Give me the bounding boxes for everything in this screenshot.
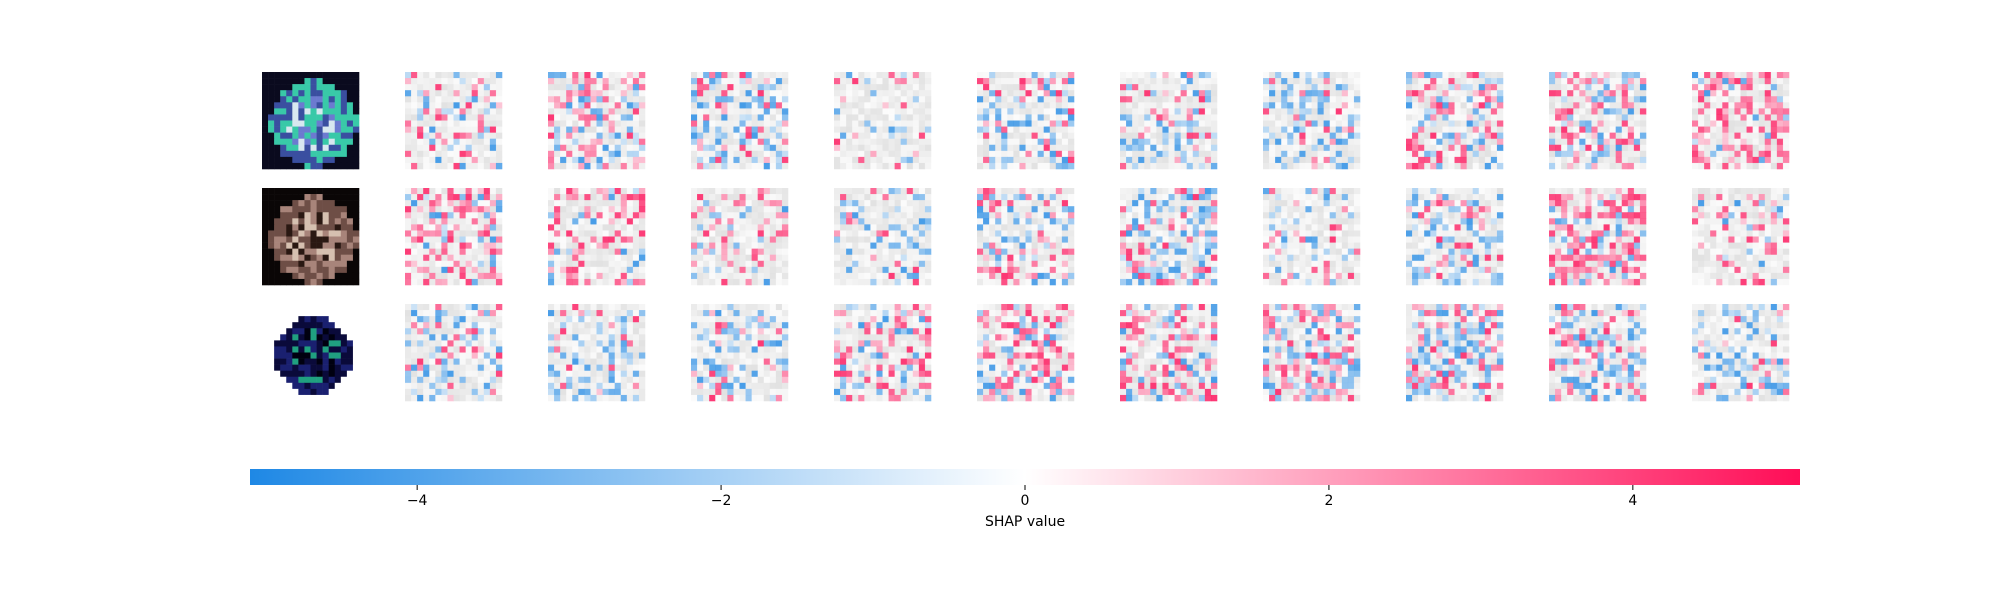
shap-panel [1120, 304, 1218, 402]
shap-panel [405, 188, 503, 286]
shap-panel [1406, 304, 1504, 402]
input-image [262, 304, 360, 402]
shap-panel [405, 304, 503, 402]
shap-panel [977, 188, 1075, 286]
colorbar-ticks: −4 −2 0 2 4 [407, 485, 1637, 509]
shap-panel [1549, 304, 1647, 402]
colorbar-tick-label: 4 [1628, 493, 1637, 509]
shap-panel [691, 188, 789, 286]
input-image [262, 188, 360, 286]
shap-panel [977, 72, 1075, 170]
shap-panel [548, 72, 646, 170]
shap-panel [691, 72, 789, 170]
colorbar-tick-label: −2 [711, 493, 732, 509]
shap-panel [1120, 188, 1218, 286]
colorbar-tick-label: 2 [1324, 493, 1333, 509]
shap-panel [834, 304, 932, 402]
shap-panel [405, 72, 503, 170]
shap-panel [1692, 304, 1790, 402]
shap-panel [1406, 72, 1504, 170]
image-grid [262, 72, 1790, 402]
shap-panel [1692, 188, 1790, 286]
shap-panel [1406, 188, 1504, 286]
colorbar: −4 −2 0 2 4 SHAP value [250, 469, 1800, 530]
shap-panel [1263, 188, 1361, 286]
shap-panel [1263, 304, 1361, 402]
colorbar-tick-label: 0 [1021, 493, 1030, 509]
colorbar-label: SHAP value [985, 514, 1065, 530]
shap-panel [1263, 72, 1361, 170]
shap-panel [834, 72, 932, 170]
shap-panel [1549, 188, 1647, 286]
input-image [262, 72, 360, 170]
shap-panel [977, 304, 1075, 402]
shap-panel [548, 188, 646, 286]
shap-panel [1692, 72, 1790, 170]
shap-panel [834, 188, 932, 286]
shap-panel [1120, 72, 1218, 170]
colorbar-gradient [250, 469, 1800, 485]
shap-panel [548, 304, 646, 402]
shap-panel [691, 304, 789, 402]
shap-panel [1549, 72, 1647, 170]
colorbar-tick-label: −4 [407, 493, 428, 509]
